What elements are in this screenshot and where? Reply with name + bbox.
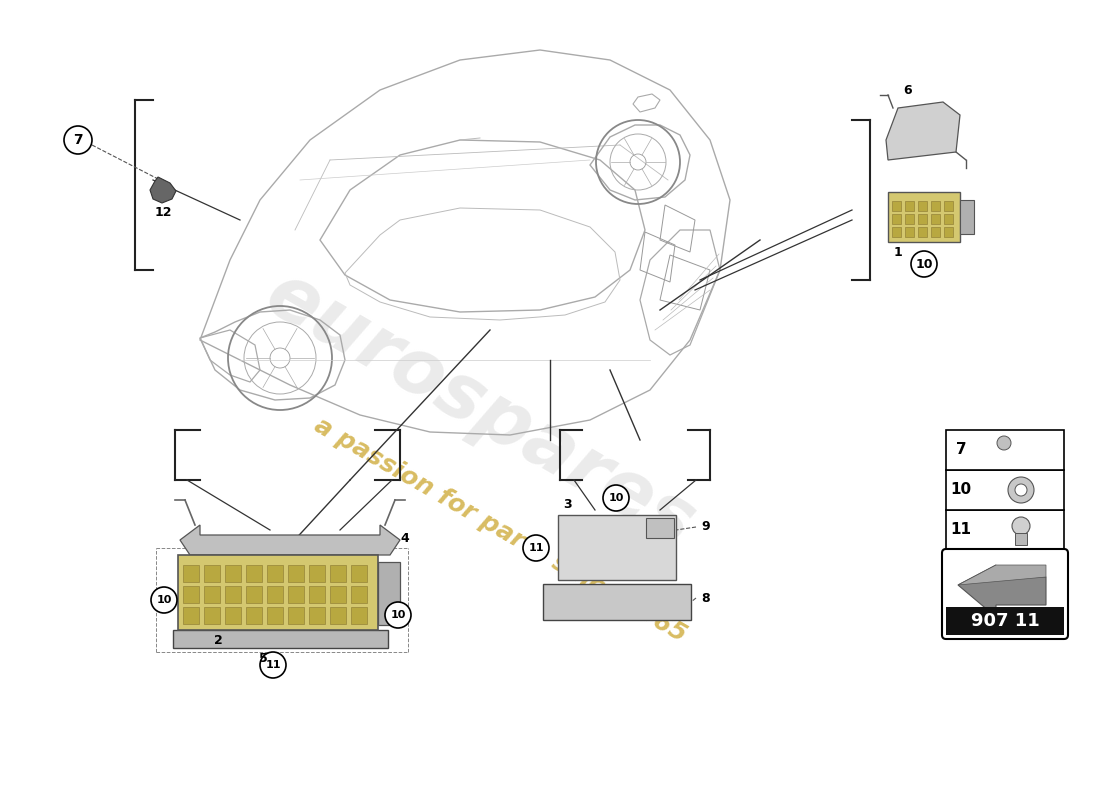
Circle shape	[151, 587, 177, 613]
Bar	[183, 607, 199, 624]
Text: 4: 4	[400, 531, 409, 545]
Bar	[558, 515, 676, 580]
Circle shape	[260, 652, 286, 678]
Bar	[330, 565, 346, 582]
Bar	[226, 607, 241, 624]
Bar	[246, 586, 262, 603]
Text: 2: 2	[213, 634, 222, 646]
Bar	[892, 227, 901, 237]
Bar	[931, 201, 940, 211]
Bar	[178, 555, 378, 630]
Bar	[1015, 533, 1027, 545]
Bar	[905, 214, 914, 224]
Text: 11: 11	[528, 543, 543, 553]
Text: 3: 3	[563, 498, 572, 511]
Bar	[888, 192, 960, 242]
Bar	[204, 586, 220, 603]
Text: 10: 10	[950, 482, 971, 498]
Bar	[931, 214, 940, 224]
Circle shape	[1008, 477, 1034, 503]
Bar	[183, 586, 199, 603]
Bar	[267, 586, 283, 603]
Bar	[918, 214, 927, 224]
Text: 7: 7	[956, 442, 966, 458]
Text: 10: 10	[608, 493, 624, 503]
Bar	[309, 607, 324, 624]
Circle shape	[64, 126, 92, 154]
Bar	[905, 227, 914, 237]
Text: 12: 12	[154, 206, 172, 218]
Bar	[946, 430, 1064, 470]
Bar	[892, 214, 901, 224]
Text: 10: 10	[915, 258, 933, 270]
Text: 907 11: 907 11	[970, 612, 1040, 630]
Bar	[918, 201, 927, 211]
Bar	[892, 201, 901, 211]
Polygon shape	[180, 525, 400, 555]
Bar	[351, 607, 367, 624]
Bar	[946, 607, 1064, 635]
Text: 6: 6	[904, 83, 912, 97]
Bar	[960, 200, 974, 234]
Bar	[246, 607, 262, 624]
Bar	[226, 565, 241, 582]
Bar	[944, 201, 953, 211]
Polygon shape	[958, 565, 1046, 585]
Bar	[173, 630, 388, 648]
Text: 8: 8	[702, 591, 711, 605]
Bar	[646, 518, 674, 538]
Bar	[267, 607, 283, 624]
Bar	[183, 565, 199, 582]
Circle shape	[1012, 517, 1030, 535]
Bar	[905, 201, 914, 211]
Bar	[543, 584, 691, 620]
Bar	[204, 607, 220, 624]
Bar	[351, 565, 367, 582]
Polygon shape	[958, 565, 1046, 617]
Bar	[918, 227, 927, 237]
Bar	[246, 565, 262, 582]
Text: 11: 11	[950, 522, 971, 538]
Circle shape	[385, 602, 411, 628]
Bar	[288, 586, 304, 603]
Bar	[330, 607, 346, 624]
Polygon shape	[150, 177, 176, 203]
Bar	[288, 565, 304, 582]
Bar	[309, 565, 324, 582]
Bar	[931, 227, 940, 237]
Text: 7: 7	[74, 133, 82, 147]
Text: 10: 10	[156, 595, 172, 605]
Bar	[946, 510, 1064, 550]
Circle shape	[911, 251, 937, 277]
Circle shape	[1015, 484, 1027, 496]
Bar	[944, 214, 953, 224]
Bar	[226, 586, 241, 603]
Bar	[288, 607, 304, 624]
Text: 1: 1	[893, 246, 902, 258]
FancyBboxPatch shape	[942, 549, 1068, 639]
Bar	[946, 470, 1064, 510]
Text: 5: 5	[258, 651, 267, 665]
Text: 10: 10	[390, 610, 406, 620]
Bar	[267, 565, 283, 582]
Bar	[944, 227, 953, 237]
Bar	[330, 586, 346, 603]
Bar	[204, 565, 220, 582]
Text: 11: 11	[265, 660, 280, 670]
Circle shape	[603, 485, 629, 511]
Circle shape	[522, 535, 549, 561]
Text: eurospares: eurospares	[253, 258, 707, 562]
Polygon shape	[886, 102, 960, 160]
Bar	[309, 586, 324, 603]
Circle shape	[997, 436, 1011, 450]
Text: a passion for parts since 1965: a passion for parts since 1965	[310, 414, 691, 646]
Bar	[378, 562, 400, 625]
Text: 9: 9	[702, 521, 711, 534]
Bar	[351, 586, 367, 603]
